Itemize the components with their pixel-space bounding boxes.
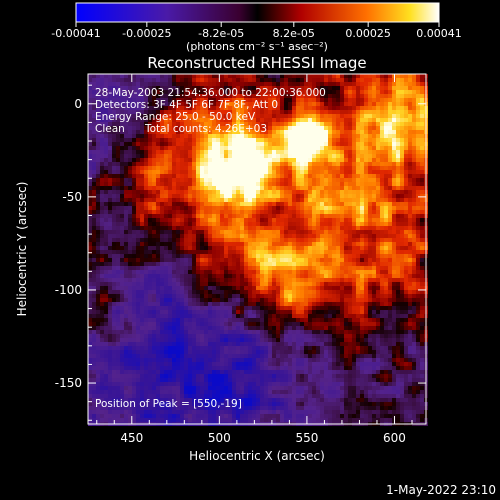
colorbar-tick-label: 0.00041 — [416, 27, 462, 40]
peak-position-text: Position of Peak = [550,-19] — [95, 398, 242, 410]
x-tick-label: 550 — [295, 431, 318, 445]
time-range-text: 28-May-2003 21:54:36.000 to 22:00:36.000 — [95, 87, 326, 99]
colorbar-units-label: (photons cm⁻² s⁻¹ asec⁻²) — [186, 40, 328, 53]
x-tick-label: 500 — [208, 431, 231, 445]
y-axis-label: Heliocentric Y (arcsec) — [15, 182, 29, 317]
plot-frame — [87, 73, 427, 425]
total-counts-text: Total counts: 4.26E+03 — [144, 123, 267, 135]
y-tick-label: -100 — [55, 283, 82, 297]
y-tick-label: -50 — [62, 190, 82, 204]
energy-range-text: Energy Range: 25.0 - 50.0 keV — [95, 111, 256, 123]
axis-ticks: 450 500 550 600 0 -50 -100 -150 — [55, 74, 426, 445]
y-tick-label: 0 — [74, 97, 82, 111]
heatmap-image — [88, 74, 428, 426]
y-tick-label: -150 — [55, 376, 82, 390]
chart-title: Reconstructed RHESSI Image — [147, 54, 366, 72]
colorbar-tick-label: -8.2e-05 — [198, 27, 244, 40]
x-tick-label: 600 — [383, 431, 406, 445]
colorbar-tick-label: 0.00025 — [345, 27, 391, 40]
detectors-text: Detectors: 3F 4F 5F 6F 7F 8F, Att 0 — [95, 99, 278, 111]
colorbar-ticks: -0.00041 -0.00025 -8.2e-05 8.2e-05 0.00025 0.… — [51, 22, 462, 40]
x-axis-label: Heliocentric X (arcsec) — [189, 449, 325, 463]
footer-timestamp: 1-May-2022 23:10 — [386, 483, 496, 497]
colorbar-tick-label: -0.00025 — [122, 27, 171, 40]
colorbar-tick-label: 8.2e-05 — [273, 27, 315, 40]
colorbar — [75, 2, 440, 23]
x-tick-label: 450 — [120, 431, 143, 445]
colorbar-tick-label: -0.00041 — [51, 27, 100, 40]
clean-label: Clean — [95, 123, 125, 135]
